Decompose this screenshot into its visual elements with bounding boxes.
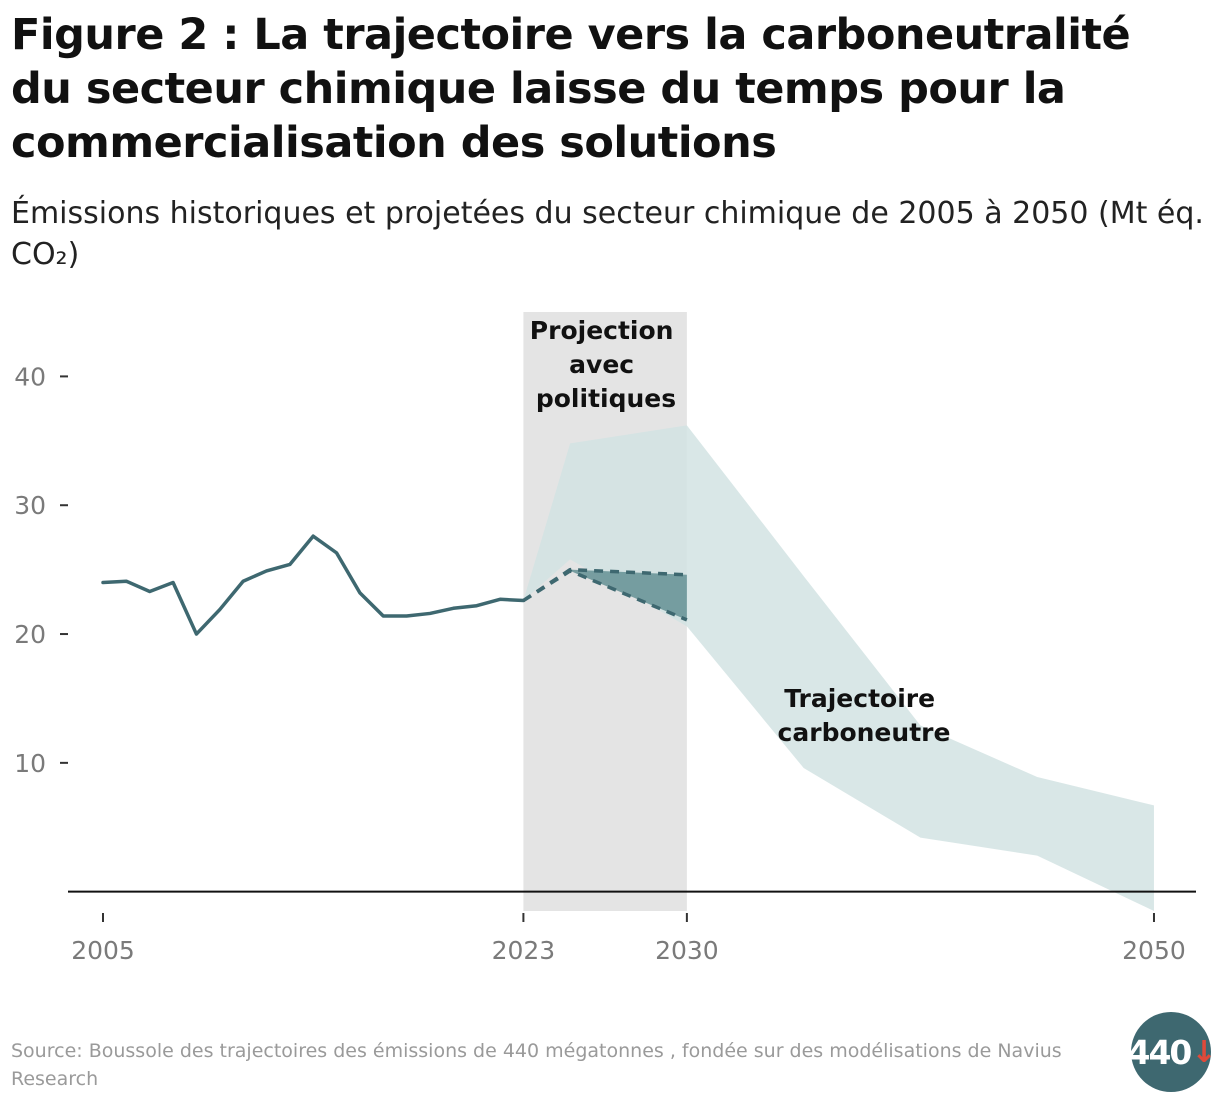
- annotation-net-zero: Trajectoire carboneutre: [778, 684, 951, 747]
- x-tick-label: 2005: [71, 936, 135, 965]
- y-tick-label: 10: [14, 749, 46, 778]
- chart-title: Figure 2 : La trajectoire vers la carbon…: [11, 10, 1131, 168]
- brand-logo: 440 ↓: [1127, 1012, 1217, 1092]
- down-arrow-icon: ↓: [1191, 1034, 1216, 1070]
- x-axis: 2005 2023 2030 2050: [71, 913, 1186, 965]
- projection-region: [523, 312, 687, 911]
- projection-line: [522, 569, 688, 622]
- annotation-net-zero-line: Trajectoire: [784, 684, 935, 713]
- annotation-projection-line: politiques: [536, 384, 676, 413]
- source-note: Source: Boussole des trajectoires des ém…: [11, 1040, 1062, 1090]
- historical-emissions-line: [101, 534, 526, 636]
- net-zero-band: [523, 425, 1154, 911]
- x-tick-label: 2030: [655, 936, 719, 965]
- line-layer: [101, 534, 688, 636]
- y-tick-label: 20: [14, 620, 46, 649]
- annotation-projection-line: avec: [569, 350, 634, 379]
- y-axis: 10 20 30 40: [14, 362, 68, 778]
- chart-subtitle: Émissions historiques et projetées du se…: [11, 196, 1204, 272]
- y-tick-label: 40: [14, 362, 46, 391]
- annotation-net-zero-line: carboneutre: [778, 718, 951, 747]
- logo-text: 440: [1127, 1032, 1192, 1072]
- x-tick-label: 2023: [492, 936, 556, 965]
- y-tick-label: 30: [14, 491, 46, 520]
- annotation-projection: Projection avec politiques: [530, 316, 682, 413]
- annotation-projection-line: Projection: [530, 316, 674, 345]
- x-tick-label: 2050: [1122, 936, 1186, 965]
